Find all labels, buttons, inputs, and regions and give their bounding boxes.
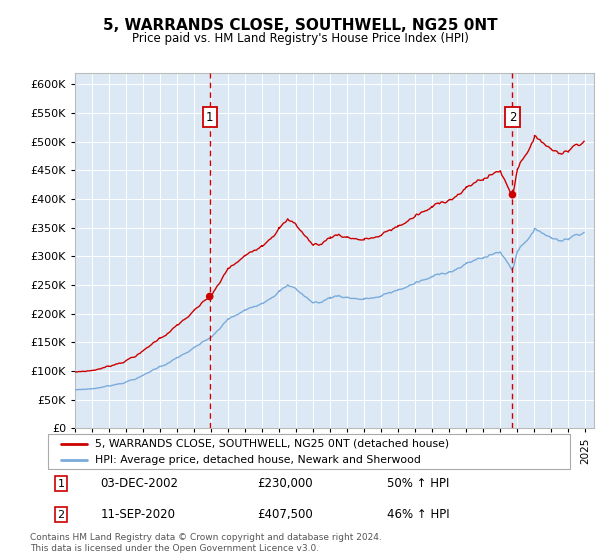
- Text: 03-DEC-2002: 03-DEC-2002: [100, 478, 178, 491]
- Text: Contains HM Land Registry data © Crown copyright and database right 2024.
This d: Contains HM Land Registry data © Crown c…: [30, 533, 382, 553]
- Text: £407,500: £407,500: [257, 508, 313, 521]
- Text: 11-SEP-2020: 11-SEP-2020: [100, 508, 175, 521]
- Text: 1: 1: [206, 111, 214, 124]
- Text: 5, WARRANDS CLOSE, SOUTHWELL, NG25 0NT: 5, WARRANDS CLOSE, SOUTHWELL, NG25 0NT: [103, 18, 497, 33]
- Text: HPI: Average price, detached house, Newark and Sherwood: HPI: Average price, detached house, Newa…: [95, 455, 421, 465]
- Text: 2: 2: [58, 510, 65, 520]
- Point: [508, 190, 517, 199]
- Text: 50% ↑ HPI: 50% ↑ HPI: [388, 478, 449, 491]
- Text: 2: 2: [509, 111, 516, 124]
- Text: 46% ↑ HPI: 46% ↑ HPI: [388, 508, 450, 521]
- Text: £230,000: £230,000: [257, 478, 313, 491]
- Text: 5, WARRANDS CLOSE, SOUTHWELL, NG25 0NT (detached house): 5, WARRANDS CLOSE, SOUTHWELL, NG25 0NT (…: [95, 438, 449, 449]
- Point: [205, 292, 215, 301]
- FancyBboxPatch shape: [48, 434, 570, 469]
- Text: 1: 1: [58, 479, 65, 489]
- Text: Price paid vs. HM Land Registry's House Price Index (HPI): Price paid vs. HM Land Registry's House …: [131, 32, 469, 45]
